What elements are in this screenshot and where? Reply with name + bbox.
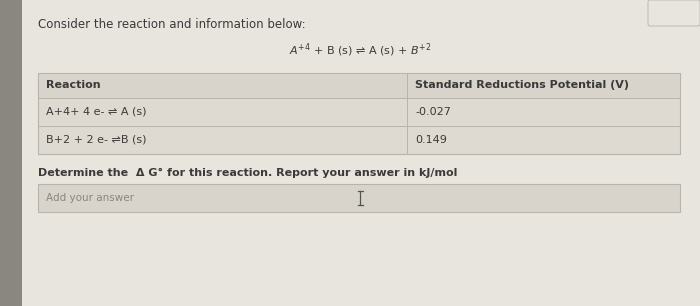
- Text: Consider the reaction and information below:: Consider the reaction and information be…: [38, 18, 306, 31]
- Text: Standard Reductions Potential (V): Standard Reductions Potential (V): [415, 80, 629, 91]
- FancyBboxPatch shape: [22, 0, 700, 306]
- Text: Determine the  Δ G° for this reaction. Report your answer in kJ/mol: Determine the Δ G° for this reaction. Re…: [38, 168, 457, 178]
- Text: -0.027: -0.027: [415, 107, 451, 117]
- FancyBboxPatch shape: [38, 73, 680, 154]
- Text: Reaction: Reaction: [46, 80, 101, 91]
- Text: 0.149: 0.149: [415, 135, 447, 145]
- FancyBboxPatch shape: [38, 73, 680, 98]
- FancyBboxPatch shape: [38, 184, 680, 212]
- FancyBboxPatch shape: [648, 0, 700, 26]
- FancyBboxPatch shape: [0, 0, 22, 306]
- Text: A+4+ 4 e- ⇌ A (s): A+4+ 4 e- ⇌ A (s): [46, 107, 146, 117]
- Text: $A^{+4}$ + B (s) ⇌ A (s) + $B^{+2}$: $A^{+4}$ + B (s) ⇌ A (s) + $B^{+2}$: [289, 41, 431, 59]
- Text: Add your answer: Add your answer: [46, 193, 134, 203]
- Text: B+2 + 2 e- ⇌B (s): B+2 + 2 e- ⇌B (s): [46, 135, 146, 145]
